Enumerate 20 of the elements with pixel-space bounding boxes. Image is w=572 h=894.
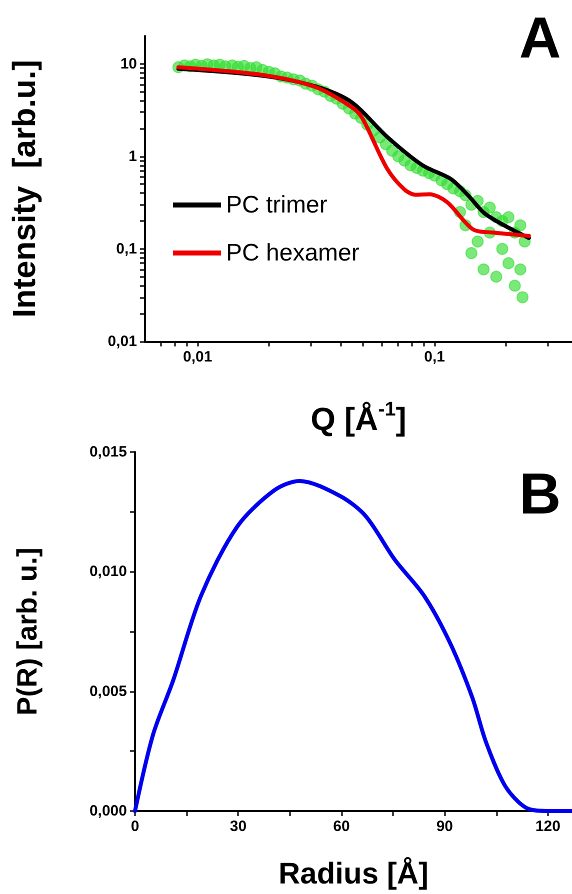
x-tick-label: 0 [130, 818, 140, 835]
chart-title: B [519, 462, 562, 526]
x-tick-label: 90 [436, 818, 454, 835]
chart-title: A [519, 6, 562, 70]
x-tick-label: 120 [535, 818, 560, 835]
y-tick-label: 10 [120, 55, 137, 72]
y-tick-label: 0,1 [116, 240, 137, 258]
y-tick-label: 0,015 [89, 444, 127, 460]
y-tick-label: 0,000 [89, 802, 127, 820]
x-axis-title: Radius [Å] [278, 856, 428, 890]
x-tick-label: 60 [333, 818, 350, 835]
y-tick-label: 0,005 [89, 682, 127, 700]
y-tick-label: 0,01 [108, 332, 137, 350]
y-tick-label: 1 [128, 148, 137, 165]
y-axis-title: Intensity [arb.u.] [6, 60, 42, 318]
y-tick-label: 0,010 [89, 563, 127, 580]
x-tick-label: 30 [230, 818, 247, 835]
legend-label: PC hexamer [226, 240, 360, 266]
y-axis-title: P(R) [arb. u.] [12, 548, 42, 716]
legend-label: PC trimer [226, 192, 328, 218]
